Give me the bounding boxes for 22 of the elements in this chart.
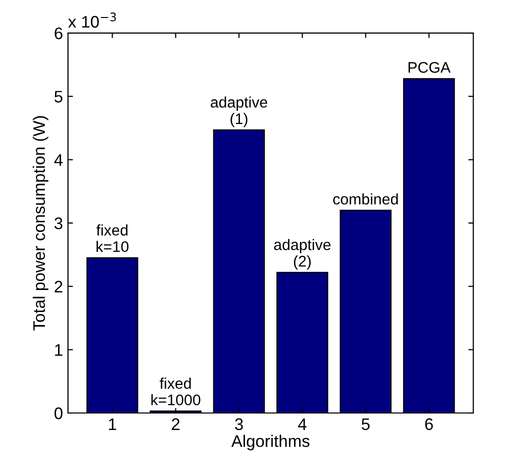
x-tick-label: 1 (108, 418, 116, 430)
annotation: PCGA (408, 62, 451, 73)
y-tick-label: 2 (54, 280, 62, 292)
annotation: adaptive (1) (210, 96, 268, 128)
y-tick-label: 4 (54, 154, 63, 166)
y-axis-title: Total power consumption (W) (32, 116, 48, 331)
y-tick-label: 6 (54, 27, 62, 40)
x-tick-label: 5 (362, 418, 370, 430)
annotation: fixed k=10 (96, 224, 128, 252)
x-tick-label: 4 (298, 418, 306, 430)
x-tick-label: 6 (425, 418, 433, 430)
text: x 10$^{−3}$ (68, 12, 116, 28)
y-tick-label: 1 (55, 344, 62, 356)
y-tick-label: 5 (54, 90, 62, 103)
annotation: fixed k=1000 (151, 378, 200, 406)
y-tick-label: 3 (54, 217, 62, 230)
x-tick-label: 2 (172, 418, 180, 430)
y-tick-label: 0 (54, 407, 62, 420)
annotation: adaptive (2) (274, 238, 331, 270)
annotation: combined (333, 193, 398, 205)
x-tick-label: 3 (234, 418, 243, 430)
x-axis-title: Algorithms (231, 434, 310, 450)
